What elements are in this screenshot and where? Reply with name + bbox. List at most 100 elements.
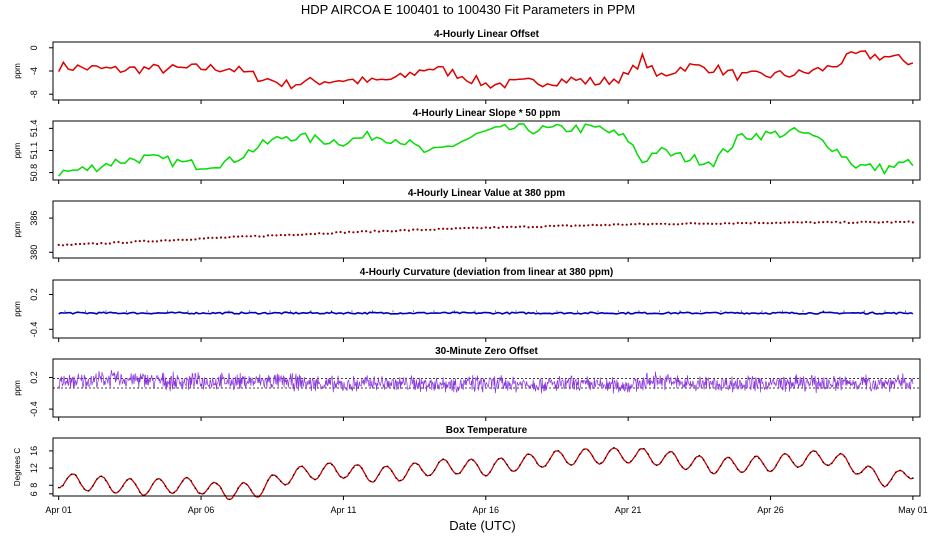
box-temperature-point bbox=[745, 468, 748, 470]
linear-value-point bbox=[164, 239, 167, 242]
box-temperature-point bbox=[540, 465, 543, 468]
box-temperature-point bbox=[75, 474, 77, 477]
linear-value-point bbox=[78, 242, 82, 246]
linear-value-point bbox=[484, 226, 487, 229]
curvature-point bbox=[392, 310, 394, 312]
box-temperature-point bbox=[459, 472, 462, 474]
linear-value-point bbox=[642, 223, 645, 226]
linear-value-point bbox=[151, 240, 154, 243]
linear-value-point bbox=[907, 220, 910, 223]
linear-value-point bbox=[399, 229, 402, 232]
linear-value-point bbox=[886, 220, 889, 223]
curvature-point bbox=[105, 310, 107, 312]
curvature-point bbox=[289, 310, 292, 312]
y-axis-label: Degrees C bbox=[13, 448, 22, 486]
x-tick-label: May 01 bbox=[898, 505, 928, 515]
linear-value-point bbox=[160, 239, 163, 242]
linear-value-point bbox=[237, 235, 240, 238]
box-temperature-point bbox=[737, 468, 739, 471]
box-temperature-point bbox=[519, 464, 521, 466]
linear-value-point bbox=[467, 226, 470, 230]
linear-offset-line bbox=[58, 50, 914, 90]
linear-value-point bbox=[625, 223, 628, 226]
box-temperature-point bbox=[899, 469, 901, 472]
curvature-point bbox=[535, 310, 538, 312]
panel-title: Box Temperature bbox=[446, 425, 528, 436]
linear-value-point bbox=[796, 221, 799, 224]
box-temperature-point bbox=[685, 468, 688, 471]
box-temperature-point bbox=[339, 475, 342, 478]
linear-value-point bbox=[219, 236, 223, 239]
curvature-point bbox=[146, 310, 148, 312]
linear-value-point bbox=[574, 224, 577, 227]
box-temperature-point bbox=[822, 461, 824, 464]
box-temperature-point bbox=[403, 476, 406, 478]
curvature-point bbox=[617, 310, 620, 312]
linear-value-point bbox=[373, 229, 376, 232]
box-temperature-point bbox=[536, 462, 538, 464]
box-temperature-point bbox=[865, 466, 867, 469]
box-temperature-point bbox=[134, 483, 137, 486]
linear-value-point bbox=[96, 242, 99, 246]
linear-value-point bbox=[617, 223, 620, 226]
linear-value-point bbox=[817, 221, 821, 224]
linear-value-point bbox=[211, 236, 214, 239]
linear-value-point bbox=[275, 234, 278, 237]
linear-value-point bbox=[557, 224, 560, 227]
curvature-point bbox=[843, 310, 845, 312]
box-temperature-point bbox=[181, 480, 184, 482]
panel-title: 30-Minute Zero Offset bbox=[435, 346, 538, 357]
box-temperature-point bbox=[497, 458, 500, 460]
box-temperature-point bbox=[297, 467, 299, 470]
box-temperature-point bbox=[96, 478, 98, 480]
linear-value-point bbox=[813, 221, 816, 225]
linear-value-point bbox=[600, 224, 603, 227]
box-temperature-point bbox=[758, 457, 760, 460]
box-temperature-point bbox=[348, 472, 350, 475]
box-temperature-point bbox=[707, 466, 709, 469]
box-temperature-point bbox=[446, 461, 449, 463]
linear-value-point bbox=[873, 221, 876, 224]
linear-value-point bbox=[792, 221, 795, 224]
curvature-point bbox=[679, 310, 681, 312]
box-temperature-point bbox=[651, 461, 654, 463]
linear-value-point bbox=[783, 221, 786, 224]
linear-value-point bbox=[523, 225, 526, 228]
box-temperature-point bbox=[254, 495, 256, 497]
linear-value-point bbox=[279, 233, 282, 237]
box-temperature-point bbox=[309, 476, 312, 478]
x-axis-title: Date (UTC) bbox=[449, 518, 516, 533]
curvature-point bbox=[720, 310, 722, 312]
box-temperature-point bbox=[83, 488, 86, 490]
linear-value-point bbox=[459, 227, 462, 230]
linear-value-point bbox=[70, 243, 73, 246]
box-temperature-point bbox=[719, 465, 722, 467]
box-temperature-point bbox=[190, 480, 192, 482]
linear-value-point bbox=[501, 225, 504, 228]
linear-value-point bbox=[87, 242, 90, 245]
y-tick-label: 380 bbox=[29, 245, 39, 260]
box-temperature-point bbox=[886, 484, 889, 486]
box-temperature-point bbox=[79, 481, 81, 484]
box-temperature-point bbox=[207, 487, 209, 490]
curvature-point bbox=[330, 310, 333, 312]
box-temperature-point bbox=[749, 461, 752, 463]
box-temperature-point bbox=[523, 457, 525, 459]
linear-value-point bbox=[326, 232, 329, 235]
box-temperature-point bbox=[480, 471, 483, 474]
box-temperature-point bbox=[412, 462, 415, 465]
linear-value-point bbox=[194, 238, 197, 241]
box-temperature-point bbox=[151, 483, 154, 486]
linear-value-point bbox=[647, 223, 650, 226]
box-temperature-point bbox=[741, 471, 743, 473]
box-temperature-point bbox=[194, 487, 197, 490]
box-temperature-point bbox=[139, 491, 141, 493]
box-temperature-point bbox=[766, 469, 769, 472]
curvature-point bbox=[576, 310, 579, 312]
box-temperature-point bbox=[877, 478, 880, 481]
box-temperature-point bbox=[143, 494, 145, 497]
linear-value-point bbox=[147, 240, 150, 243]
linear-value-point bbox=[476, 226, 479, 229]
linear-value-point bbox=[330, 232, 334, 235]
box-temperature-point bbox=[130, 478, 133, 481]
